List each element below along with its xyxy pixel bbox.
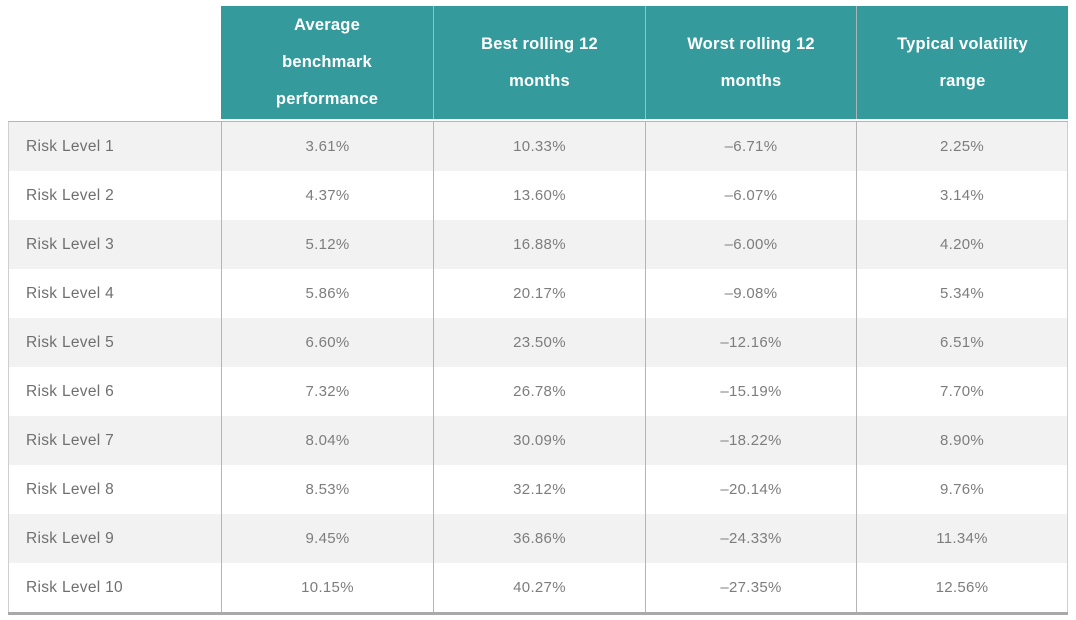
cell-typical-volatility-range: 11.34% xyxy=(856,514,1068,563)
corner-cell xyxy=(8,6,221,119)
cell-average-benchmark-performance: 8.53% xyxy=(221,465,433,514)
cell-best-rolling-12-months: 26.78% xyxy=(433,367,645,416)
cell-typical-volatility-range: 7.70% xyxy=(856,367,1068,416)
cell-average-benchmark-performance: 3.61% xyxy=(221,122,433,171)
cell-worst-rolling-12-months: –27.35% xyxy=(645,563,856,612)
table-row: Risk Level 2 4.37% 13.60% –6.07% 3.14% xyxy=(8,171,1068,220)
row-label: Risk Level 7 xyxy=(8,416,221,465)
table-body: Risk Level 1 3.61% 10.33% –6.71% 2.25% R… xyxy=(8,121,1068,615)
cell-average-benchmark-performance: 7.32% xyxy=(221,367,433,416)
cell-average-benchmark-performance: 10.15% xyxy=(221,563,433,612)
row-label: Risk Level 10 xyxy=(8,563,221,612)
risk-level-table: Average benchmark performance Best rolli… xyxy=(8,6,1068,615)
cell-best-rolling-12-months: 32.12% xyxy=(433,465,645,514)
cell-best-rolling-12-months: 30.09% xyxy=(433,416,645,465)
cell-worst-rolling-12-months: –6.00% xyxy=(645,220,856,269)
cell-average-benchmark-performance: 4.37% xyxy=(221,171,433,220)
cell-typical-volatility-range: 6.51% xyxy=(856,318,1068,367)
row-label: Risk Level 1 xyxy=(8,122,221,171)
cell-worst-rolling-12-months: –6.71% xyxy=(645,122,856,171)
cell-average-benchmark-performance: 9.45% xyxy=(221,514,433,563)
cell-average-benchmark-performance: 5.86% xyxy=(221,269,433,318)
cell-best-rolling-12-months: 36.86% xyxy=(433,514,645,563)
table-row: Risk Level 8 8.53% 32.12% –20.14% 9.76% xyxy=(8,465,1068,514)
cell-average-benchmark-performance: 8.04% xyxy=(221,416,433,465)
cell-typical-volatility-range: 4.20% xyxy=(856,220,1068,269)
table-row: Risk Level 7 8.04% 30.09% –18.22% 8.90% xyxy=(8,416,1068,465)
cell-worst-rolling-12-months: –9.08% xyxy=(645,269,856,318)
cell-worst-rolling-12-months: –12.16% xyxy=(645,318,856,367)
cell-best-rolling-12-months: 20.17% xyxy=(433,269,645,318)
cell-worst-rolling-12-months: –20.14% xyxy=(645,465,856,514)
row-label: Risk Level 5 xyxy=(8,318,221,367)
cell-typical-volatility-range: 8.90% xyxy=(856,416,1068,465)
cell-worst-rolling-12-months: –24.33% xyxy=(645,514,856,563)
column-header-worst-rolling-12-months: Worst rolling 12 months xyxy=(645,6,856,119)
table-row: Risk Level 4 5.86% 20.17% –9.08% 5.34% xyxy=(8,269,1068,318)
cell-average-benchmark-performance: 5.12% xyxy=(221,220,433,269)
row-label: Risk Level 8 xyxy=(8,465,221,514)
cell-best-rolling-12-months: 10.33% xyxy=(433,122,645,171)
cell-best-rolling-12-months: 40.27% xyxy=(433,563,645,612)
cell-worst-rolling-12-months: –15.19% xyxy=(645,367,856,416)
cell-average-benchmark-performance: 6.60% xyxy=(221,318,433,367)
cell-best-rolling-12-months: 13.60% xyxy=(433,171,645,220)
cell-typical-volatility-range: 5.34% xyxy=(856,269,1068,318)
column-header-best-rolling-12-months: Best rolling 12 months xyxy=(433,6,645,119)
table-row: Risk Level 1 3.61% 10.33% –6.71% 2.25% xyxy=(8,122,1068,171)
cell-typical-volatility-range: 3.14% xyxy=(856,171,1068,220)
row-label: Risk Level 6 xyxy=(8,367,221,416)
row-label: Risk Level 9 xyxy=(8,514,221,563)
table-row: Risk Level 9 9.45% 36.86% –24.33% 11.34% xyxy=(8,514,1068,563)
cell-typical-volatility-range: 2.25% xyxy=(856,122,1068,171)
table-row: Risk Level 5 6.60% 23.50% –12.16% 6.51% xyxy=(8,318,1068,367)
column-header-typical-volatility-range: Typical volatility range xyxy=(856,6,1068,119)
row-label: Risk Level 3 xyxy=(8,220,221,269)
cell-worst-rolling-12-months: –6.07% xyxy=(645,171,856,220)
table-header: Average benchmark performance Best rolli… xyxy=(8,6,1068,119)
column-header-average-benchmark-performance: Average benchmark performance xyxy=(221,6,433,119)
table-row: Risk Level 3 5.12% 16.88% –6.00% 4.20% xyxy=(8,220,1068,269)
table-row: Risk Level 6 7.32% 26.78% –15.19% 7.70% xyxy=(8,367,1068,416)
row-label: Risk Level 4 xyxy=(8,269,221,318)
cell-best-rolling-12-months: 16.88% xyxy=(433,220,645,269)
cell-best-rolling-12-months: 23.50% xyxy=(433,318,645,367)
cell-typical-volatility-range: 9.76% xyxy=(856,465,1068,514)
table-row: Risk Level 10 10.15% 40.27% –27.35% 12.5… xyxy=(8,563,1068,612)
row-label: Risk Level 2 xyxy=(8,171,221,220)
cell-worst-rolling-12-months: –18.22% xyxy=(645,416,856,465)
cell-typical-volatility-range: 12.56% xyxy=(856,563,1068,612)
